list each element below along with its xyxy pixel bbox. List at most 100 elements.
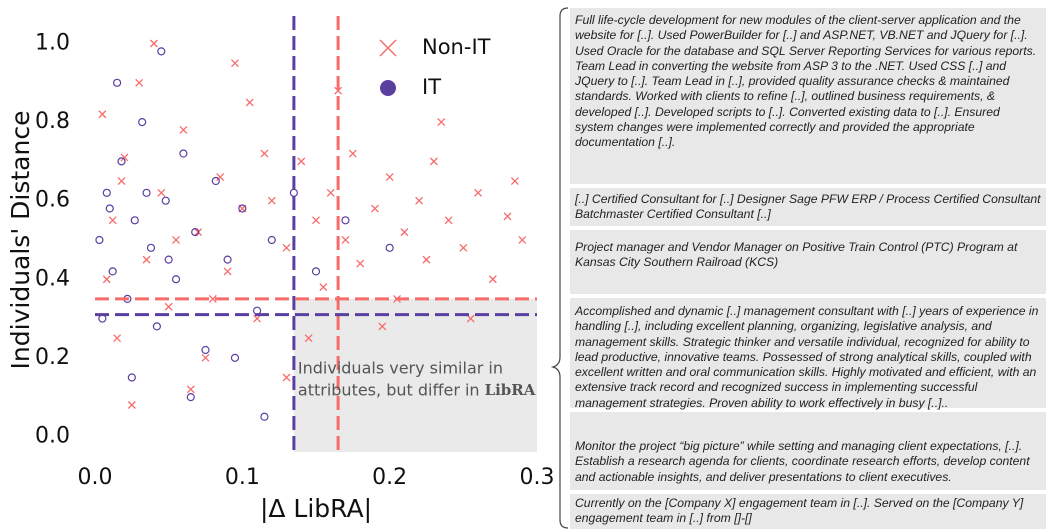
x-marker: [378, 322, 387, 331]
x-marker: [348, 149, 357, 158]
y-tick-label: 0.4: [35, 266, 70, 291]
circle-marker: [191, 228, 200, 237]
x-marker: [326, 188, 335, 197]
brace: [550, 7, 569, 529]
x-marker: [135, 78, 144, 87]
x-marker: [172, 236, 180, 244]
y-tick-label: 0.8: [35, 109, 70, 134]
y-tick-label: 0.2: [35, 345, 70, 370]
circle-marker: [102, 188, 111, 197]
x-tick-label: 0.3: [520, 465, 555, 490]
x-marker: [102, 275, 111, 284]
annotation-text: Individuals very similar in: [298, 359, 503, 378]
x-axis-label: |Δ LibRA|: [260, 494, 372, 523]
x-marker: [113, 334, 122, 343]
circle-marker: [179, 149, 188, 158]
y-tick-label: 0.6: [35, 188, 70, 213]
profile-text: Monitor the project “big picture” while …: [570, 412, 1046, 490]
x-marker: [444, 216, 453, 225]
x-marker: [120, 153, 129, 162]
x-marker: [474, 188, 483, 197]
x-marker: [422, 255, 431, 264]
profile-text: Accomplished and dynamic [..] management…: [570, 298, 1046, 410]
x-marker: [142, 255, 151, 264]
circle-marker: [127, 373, 136, 382]
y-axis-label: Individuals' Distance: [6, 111, 35, 370]
x-marker: [223, 267, 232, 276]
x-marker: [98, 110, 107, 119]
x-marker: [334, 86, 343, 95]
circle-marker: [117, 157, 126, 166]
circle-marker: [341, 216, 350, 225]
circle-marker: [130, 216, 139, 225]
x-marker: [400, 228, 409, 237]
x-marker: [385, 173, 394, 182]
circle-marker: [289, 188, 298, 197]
circle-marker: [211, 176, 220, 186]
x-marker: [253, 314, 262, 323]
circle-marker: [105, 204, 114, 213]
x-marker: [466, 314, 475, 323]
profile-text: Full life-cycle development for new modu…: [570, 8, 1046, 184]
x-marker: [216, 173, 225, 182]
x-marker: [488, 275, 497, 284]
circle-marker: [311, 267, 321, 276]
circle-marker: [108, 267, 117, 276]
circle-marker: [95, 235, 104, 245]
x-tick-label: 0.2: [372, 465, 407, 490]
x-marker: [201, 353, 210, 362]
highlight-region: [293, 298, 537, 452]
circle-marker: [260, 412, 269, 421]
x-marker: [282, 243, 291, 252]
circle-marker: [171, 275, 181, 284]
x-marker: [157, 188, 166, 197]
x-marker: [356, 259, 365, 268]
annotation-emphasis: LibRA: [485, 381, 536, 399]
legend-marker: [379, 39, 397, 57]
annotation-text: attributes, but differ in LibRA: [298, 381, 536, 400]
circle-marker: [146, 243, 156, 252]
legend-marker: [380, 80, 396, 96]
x-marker: [304, 334, 313, 343]
x-marker: [267, 196, 276, 205]
circle-marker: [223, 255, 232, 264]
x-marker: [245, 98, 254, 107]
x-marker: [164, 302, 173, 311]
x-marker: [503, 212, 512, 221]
brace-path: [550, 7, 569, 529]
x-marker: [312, 216, 320, 225]
x-marker: [437, 118, 446, 127]
circle-marker: [230, 353, 240, 362]
chart: Individuals' Distance |Δ LibRA| Individu…: [6, 16, 555, 523]
circle-marker: [142, 188, 151, 197]
x-marker: [510, 177, 519, 185]
legend-label: IT: [422, 75, 441, 99]
legend-label: Non-IT: [422, 35, 491, 59]
circle-marker: [161, 196, 170, 205]
x-marker: [518, 236, 527, 244]
x-marker: [297, 157, 306, 166]
x-marker: [260, 149, 269, 158]
x-marker: [319, 283, 328, 292]
x-marker: [117, 177, 126, 185]
legend-box: [362, 26, 532, 116]
x-marker: [415, 196, 424, 205]
x-marker: [459, 243, 468, 252]
circle-marker: [152, 322, 161, 331]
y-tick-label: 0.0: [35, 423, 70, 448]
circle-marker: [138, 117, 147, 127]
circle-marker: [267, 235, 276, 245]
x-marker: [341, 236, 350, 244]
circle-marker: [157, 47, 166, 56]
circle-marker: [238, 204, 247, 213]
x-marker: [231, 59, 239, 68]
y-tick-label: 1.0: [35, 31, 70, 56]
x-marker: [149, 39, 158, 48]
circle-marker: [385, 243, 394, 252]
circle-marker: [201, 345, 210, 355]
x-marker: [127, 401, 136, 409]
circle-marker: [112, 78, 122, 87]
circle-marker: [186, 393, 195, 402]
x-marker: [370, 204, 379, 213]
